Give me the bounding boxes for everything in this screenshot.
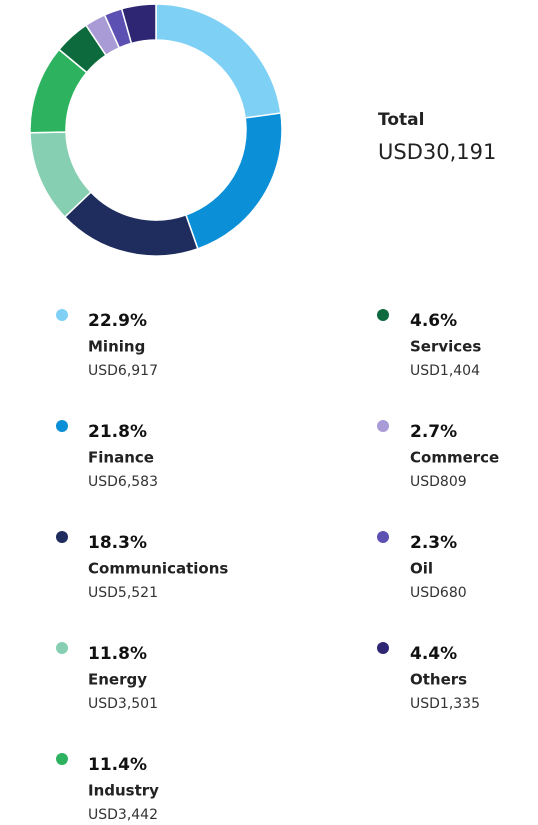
legend-percent: 11.4% <box>88 755 147 775</box>
legend-marker <box>56 309 68 321</box>
legend-amount: USD1,335 <box>410 696 480 712</box>
legend-name: Industry <box>88 782 159 800</box>
legend-marker <box>377 420 389 432</box>
donut-segment <box>120 3 157 45</box>
legend-name: Commerce <box>410 449 499 467</box>
donut-segment <box>184 112 283 250</box>
legend-marker <box>56 642 68 654</box>
legend-name: Mining <box>88 338 145 356</box>
legend-amount: USD5,521 <box>88 585 158 601</box>
legend-amount: USD6,917 <box>88 363 158 379</box>
legend-marker <box>56 753 68 765</box>
legend-name: Energy <box>88 671 147 689</box>
legend-amount: USD1,404 <box>410 363 480 379</box>
legend-amount: USD6,583 <box>88 474 158 490</box>
legend-marker <box>377 642 389 654</box>
legend-percent: 2.3% <box>410 533 457 553</box>
legend-marker <box>56 420 68 432</box>
total-label: Total <box>378 110 424 130</box>
legend-percent: 22.9% <box>88 311 147 331</box>
legend-name: Oil <box>410 560 433 578</box>
legend-percent: 11.8% <box>88 644 147 664</box>
legend-percent: 4.4% <box>410 644 457 664</box>
legend-marker <box>377 309 389 321</box>
legend-percent: 18.3% <box>88 533 147 553</box>
legend-marker <box>56 531 68 543</box>
legend-percent: 2.7% <box>410 422 457 442</box>
legend-percent: 4.6% <box>410 311 457 331</box>
legend-amount: USD3,501 <box>88 696 158 712</box>
legend-name: Communications <box>88 560 228 578</box>
legend-amount: USD680 <box>410 585 467 601</box>
legend-name: Services <box>410 338 481 356</box>
legend-marker <box>377 531 389 543</box>
donut-segment <box>63 191 199 257</box>
legend-name: Others <box>410 671 467 689</box>
total-value: USD30,191 <box>378 140 496 164</box>
legend-name: Finance <box>88 449 154 467</box>
legend-amount: USD3,442 <box>88 807 158 823</box>
legend-amount: USD809 <box>410 474 467 490</box>
legend-percent: 21.8% <box>88 422 147 442</box>
donut-segment <box>155 3 282 119</box>
